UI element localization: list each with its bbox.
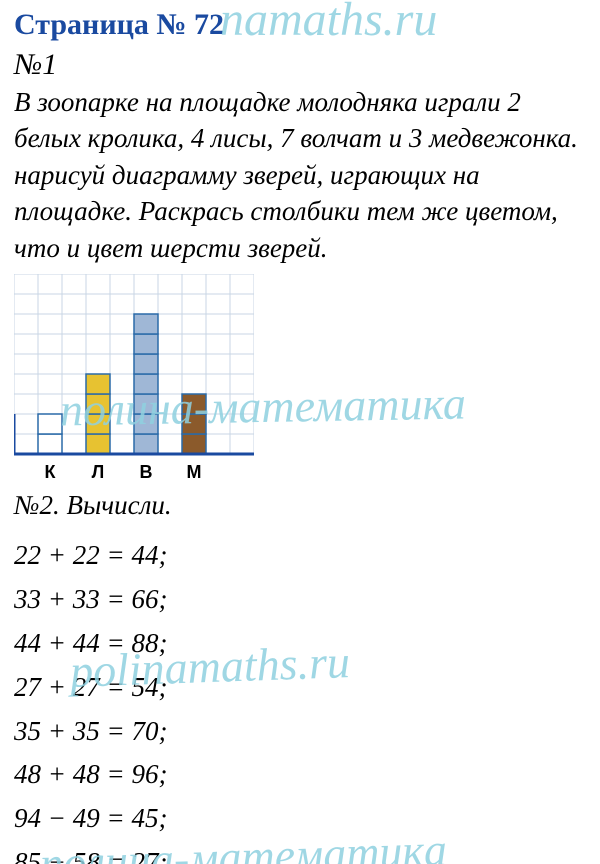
equation: 33 + 33 = 66; [14, 579, 586, 621]
equation: 85 − 58 = 27; [14, 842, 586, 864]
bar-cell [182, 414, 206, 434]
bar-cell [38, 434, 62, 454]
task1-number: №1 [14, 48, 586, 82]
bar-cell [182, 394, 206, 414]
bar-chart: КЛВМ [14, 274, 586, 484]
x-axis-label: В [134, 462, 158, 483]
bar-cell [134, 434, 158, 454]
chart-svg [14, 274, 254, 457]
bar-cell [86, 394, 110, 414]
x-axis-label: Л [86, 462, 110, 483]
bar-cell [86, 414, 110, 434]
x-axis-label: М [182, 462, 206, 483]
equation-list: 22 + 22 = 44;33 + 33 = 66;44 + 44 = 88;2… [14, 535, 586, 864]
x-axis-label: К [38, 462, 62, 483]
equation: 27 + 27 = 54; [14, 667, 586, 709]
chart-x-labels: КЛВМ [14, 462, 254, 484]
bar-cell [134, 374, 158, 394]
bar-cell [86, 434, 110, 454]
equation: 35 + 35 = 70; [14, 711, 586, 753]
bar-cell [134, 314, 158, 334]
bar-cell [38, 414, 62, 434]
bar-cell [134, 394, 158, 414]
equation: 44 + 44 = 88; [14, 623, 586, 665]
bar-cell [134, 354, 158, 374]
bar-cell [134, 334, 158, 354]
bar-cell [182, 434, 206, 454]
equation: 94 − 49 = 45; [14, 798, 586, 840]
page: Страница № 72 №1 В зоопарке на площадке … [0, 0, 600, 864]
task2-title: №2. Вычисли. [14, 490, 586, 521]
equation: 48 + 48 = 96; [14, 754, 586, 796]
task1-text: В зоопарке на площадке молодняка играли … [14, 84, 586, 266]
equation: 22 + 22 = 44; [14, 535, 586, 577]
bar-cell [86, 374, 110, 394]
bar-cell [134, 414, 158, 434]
page-title: Страница № 72 [14, 8, 586, 42]
